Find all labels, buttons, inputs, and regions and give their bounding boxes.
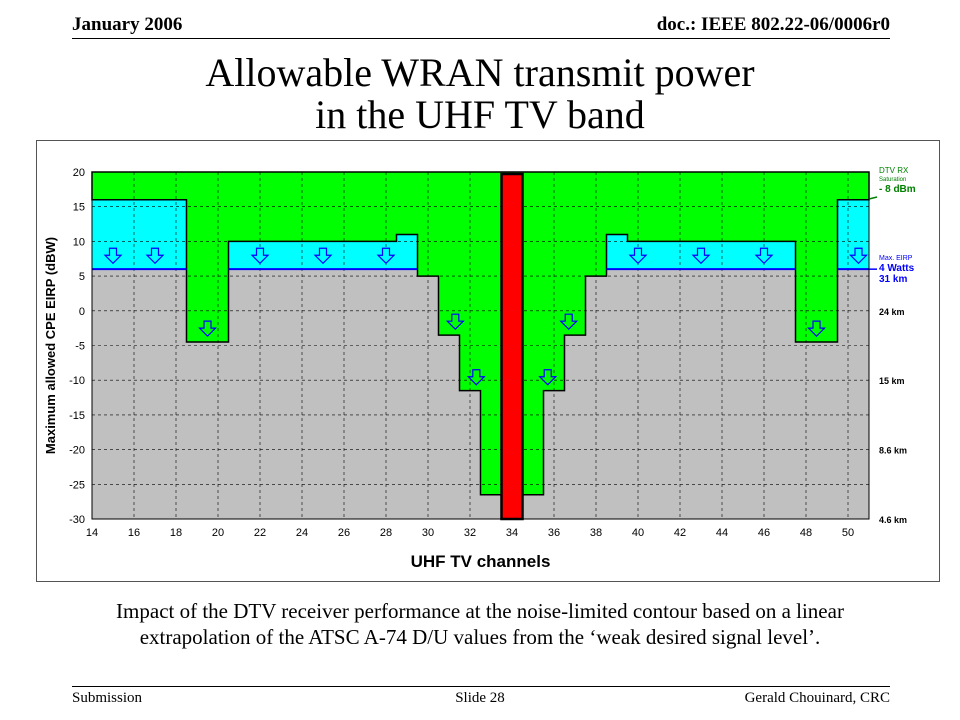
chart-frame: 20 15 10 5 0 -5 -10 -15 -20 -25 -30 14 16 18 20 22 24 26 2… — [36, 140, 940, 582]
header-rule — [72, 38, 890, 39]
down-arrow-11 — [691, 247, 711, 265]
down-arrow-0 — [103, 247, 123, 265]
title-line-1: Allowable WRAN transmit power — [205, 50, 755, 95]
saturation-label-line-1: DTV RX — [879, 166, 909, 175]
x-tick-label-2: 18 — [170, 527, 182, 539]
down-arrow-3 — [250, 247, 270, 265]
saturation-leader-line — [868, 196, 878, 200]
max-eirp-label-line-1: Max. EIRP — [879, 255, 913, 262]
down-arrow-13 — [807, 320, 826, 337]
footer-slide-number: Slide 28 — [455, 690, 505, 706]
y-axis-label: Maximum allowed CPE EIRP (dBW) — [43, 237, 58, 454]
down-arrow-9 — [559, 313, 579, 331]
slide-caption: Impact of the DTV receiver performance a… — [0, 598, 960, 650]
y-tick-label-6: -10 — [69, 375, 85, 387]
y-tick-label-0: 20 — [73, 167, 85, 179]
title-line-2: in the UHF TV band — [315, 92, 645, 137]
x-tick-label-7: 28 — [380, 527, 392, 539]
x-tick-label-4: 22 — [254, 527, 266, 539]
saturation-label-line-3: - 8 dBm — [879, 184, 916, 195]
x-tick-label-15: 44 — [716, 527, 728, 539]
y-tick-label-4: 0 — [79, 306, 85, 318]
distance-label-2: 8.6 km — [879, 446, 907, 456]
x-tick-label-11: 36 — [548, 527, 560, 539]
down-arrow-2 — [198, 320, 217, 337]
cyan-band-0 — [92, 199, 187, 270]
x-tick-label-17: 48 — [800, 527, 812, 539]
down-arrow-7 — [466, 369, 486, 386]
distance-label-1: 15 km — [879, 376, 905, 386]
down-arrow-8 — [538, 369, 558, 386]
footer-submission: Submission — [72, 690, 143, 706]
y-tick-label-3: 5 — [79, 271, 85, 283]
caption-line-1: Impact of the DTV receiver performance a… — [116, 599, 844, 623]
x-tick-label-8: 30 — [422, 527, 434, 539]
down-arrow-5 — [376, 247, 396, 265]
slide-title: Allowable WRAN transmit power in the UHF… — [0, 52, 960, 136]
cyan-band-12 — [606, 234, 628, 270]
x-tick-label-5: 24 — [296, 527, 308, 539]
max-eirp-label-line-3: 31 km — [879, 274, 907, 285]
x-tick-label-3: 20 — [212, 527, 224, 539]
down-arrow-1 — [145, 247, 165, 265]
distance-label-3: 4.6 km — [879, 515, 907, 525]
x-tick-label-9: 32 — [464, 527, 476, 539]
down-arrow-6 — [445, 313, 465, 331]
y-tick-label-9: -25 — [69, 479, 85, 491]
x-tick-label-16: 46 — [758, 527, 770, 539]
x-axis-label: UHF TV channels — [411, 552, 551, 571]
y-tick-label-8: -20 — [69, 445, 85, 457]
down-arrow-14 — [849, 247, 868, 265]
x-tick-label-14: 42 — [674, 527, 686, 539]
y-tick-label-1: 15 — [73, 202, 85, 214]
down-arrow-4 — [313, 247, 333, 265]
x-tick-label-1: 16 — [128, 527, 140, 539]
cyan-band-3 — [396, 234, 418, 270]
caption-line-2: extrapolation of the ATSC A-74 D/U value… — [139, 625, 821, 649]
plot-border — [91, 171, 870, 520]
down-arrow-12 — [754, 247, 774, 265]
header-doc-id: doc.: IEEE 802.22-06/0006r0 — [656, 14, 890, 35]
x-tick-label-10: 34 — [506, 527, 518, 539]
max-eirp-label-line-2: 4 Watts — [879, 263, 915, 274]
x-tick-label-12: 38 — [590, 527, 602, 539]
footer-rule — [72, 686, 890, 687]
footer-author: Gerald Chouinard, CRC — [744, 690, 890, 706]
down-arrow-10 — [628, 247, 648, 265]
x-tick-label-13: 40 — [632, 527, 644, 539]
header-date: January 2006 — [72, 14, 183, 35]
x-tick-label-18: 50 — [842, 527, 854, 539]
x-tick-label-6: 26 — [338, 527, 350, 539]
saturation-label-line-2: Saturation — [879, 177, 906, 183]
x-tick-label-0: 14 — [86, 527, 98, 539]
y-tick-label-7: -15 — [69, 410, 85, 422]
y-tick-label-10: -30 — [69, 514, 85, 526]
y-tick-label-2: 10 — [73, 236, 85, 248]
occupied-channel-bar — [500, 172, 524, 521]
distance-label-0: 24 km — [879, 307, 905, 317]
y-tick-label-5: -5 — [75, 341, 85, 353]
